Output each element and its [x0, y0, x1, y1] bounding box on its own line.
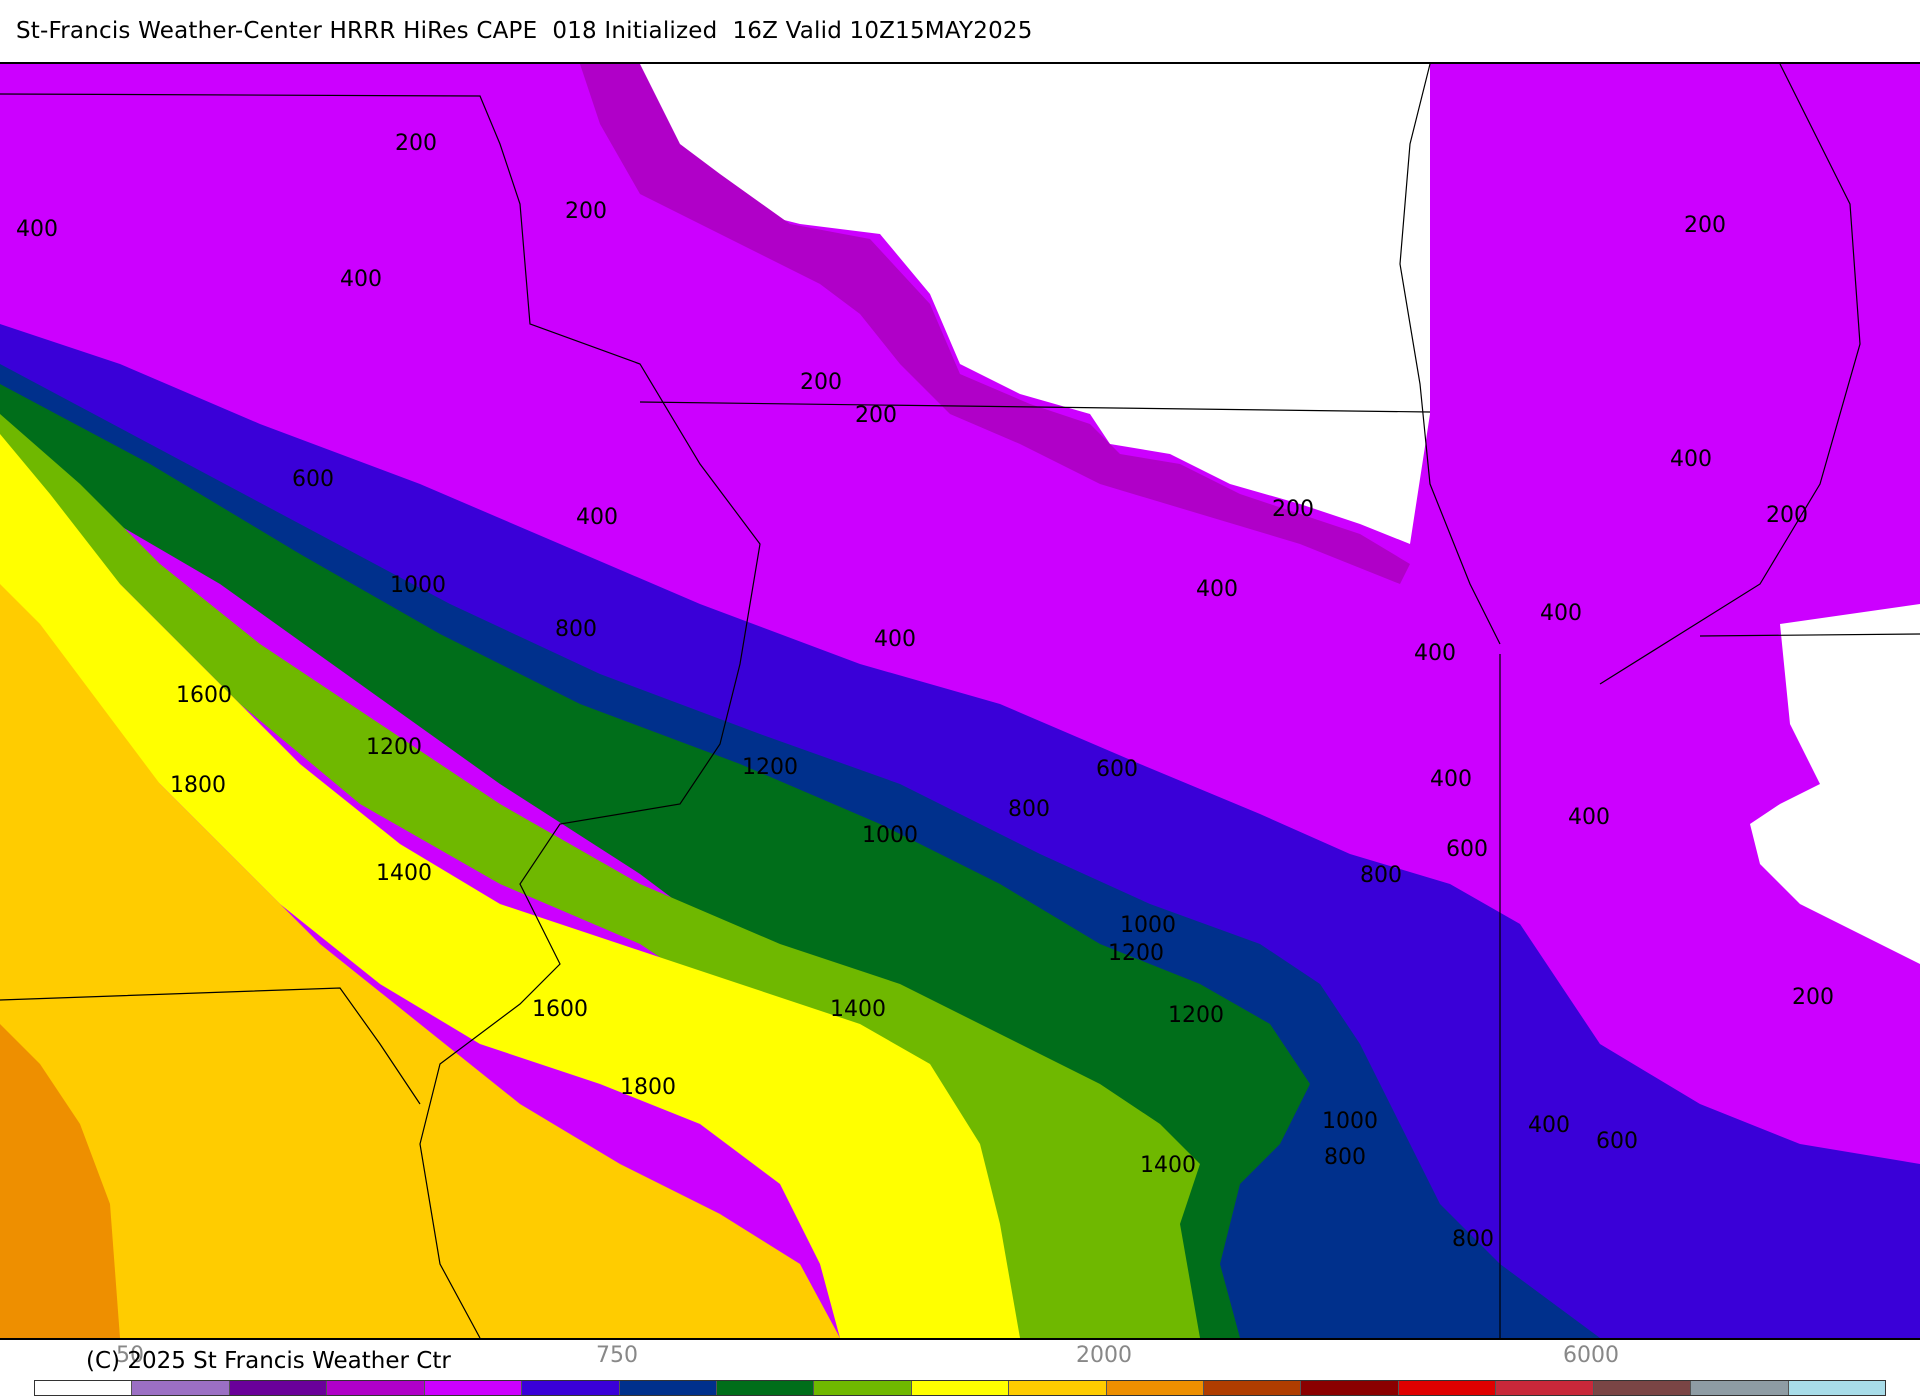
colorbar — [34, 1380, 1886, 1396]
colorbar-swatch — [1106, 1381, 1205, 1395]
colorbar-swatch — [1204, 1381, 1302, 1395]
contour-label: 600 — [1596, 1129, 1638, 1154]
contour-label: 800 — [1008, 797, 1050, 822]
contour-label: 400 — [1540, 601, 1582, 626]
colorbar-tick-label: 6000 — [1563, 1343, 1619, 1368]
colorbar-swatch — [1301, 1381, 1399, 1395]
contour-labels: 200 200 200 200 200 200 200 200 400 400 … — [16, 131, 1834, 1252]
contour-label: 1200 — [1168, 1003, 1224, 1028]
contour-label: 400 — [1670, 447, 1712, 472]
contour-label: 1200 — [742, 755, 798, 780]
contour-label: 1800 — [170, 773, 226, 798]
colorbar-tick-label: 750 — [596, 1343, 638, 1368]
colorbar-swatch — [716, 1381, 815, 1395]
contour-label: 400 — [16, 217, 58, 242]
contour-label: 200 — [800, 370, 842, 395]
contour-label: 1800 — [620, 1075, 676, 1100]
contour-label: 600 — [292, 467, 334, 492]
contour-label: 600 — [1096, 757, 1138, 782]
cape-1800-band — [0, 584, 840, 1338]
colorbar-tick-label: 50 — [116, 1343, 144, 1368]
contour-label: 1400 — [376, 861, 432, 886]
contour-label: 800 — [555, 617, 597, 642]
contour-label: 1400 — [830, 997, 886, 1022]
contour-label: 800 — [1360, 863, 1402, 888]
contour-label: 800 — [1452, 1227, 1494, 1252]
no-cape-east-area — [1750, 604, 1920, 964]
colorbar-swatch — [1593, 1381, 1692, 1395]
contour-label: 1200 — [1108, 941, 1164, 966]
contour-label: 1400 — [1140, 1153, 1196, 1178]
no-cape-north-area — [620, 64, 1430, 544]
cape-2000-area — [0, 1024, 120, 1338]
cape-fringe — [580, 64, 1410, 584]
contour-label: 400 — [576, 505, 618, 530]
contour-label: 200 — [855, 403, 897, 428]
contour-label: 400 — [1528, 1113, 1570, 1138]
state-borders — [0, 64, 1920, 1338]
colorbar-swatch — [522, 1381, 620, 1395]
contour-label: 1000 — [862, 823, 918, 848]
colorbar-swatch — [229, 1381, 328, 1395]
colorbar-swatch — [1398, 1381, 1497, 1395]
colorbar-swatch — [327, 1381, 425, 1395]
contour-label: 1600 — [532, 997, 588, 1022]
contour-label: 200 — [1272, 497, 1314, 522]
cape-1600-band — [0, 434, 1020, 1338]
contour-label: 400 — [874, 627, 916, 652]
colorbar-swatch — [35, 1381, 133, 1395]
contour-label: 600 — [1446, 837, 1488, 862]
contour-label: 1600 — [176, 683, 232, 708]
copyright-text: (C) 2025 St Francis Weather Ctr — [86, 1348, 451, 1374]
contour-label: 200 — [1766, 503, 1808, 528]
colorbar-swatch — [1009, 1381, 1107, 1395]
colorbar-swatch — [1691, 1381, 1789, 1395]
colorbar-swatch — [619, 1381, 717, 1395]
colorbar-swatch — [1788, 1381, 1886, 1395]
contour-label: 400 — [1568, 805, 1610, 830]
contour-label: 800 — [1324, 1145, 1366, 1170]
colorbar-swatch — [911, 1381, 1010, 1395]
contour-label: 400 — [1196, 577, 1238, 602]
contour-label: 1200 — [366, 735, 422, 760]
cape-map: 200 200 200 200 200 200 200 200 400 400 … — [0, 62, 1920, 1340]
contour-label: 400 — [1414, 641, 1456, 666]
colorbar-swatch — [814, 1381, 912, 1395]
contour-label: 1000 — [1120, 913, 1176, 938]
contour-label: 400 — [340, 267, 382, 292]
colorbar-swatch — [424, 1381, 523, 1395]
contour-label: 1000 — [390, 573, 446, 598]
colorbar-tick-label: 2000 — [1076, 1343, 1132, 1368]
contour-label: 200 — [1684, 213, 1726, 238]
cape-map-svg: 200 200 200 200 200 200 200 200 400 400 … — [0, 64, 1920, 1338]
contour-label: 400 — [1430, 767, 1472, 792]
contour-label: 200 — [1792, 985, 1834, 1010]
colorbar-swatch — [132, 1381, 230, 1395]
colorbar-swatch — [1496, 1381, 1594, 1395]
contour-label: 200 — [395, 131, 437, 156]
contour-label: 200 — [565, 199, 607, 224]
chart-title: St-Francis Weather-Center HRRR HiRes CAP… — [16, 18, 1033, 44]
contour-label: 1000 — [1322, 1109, 1378, 1134]
